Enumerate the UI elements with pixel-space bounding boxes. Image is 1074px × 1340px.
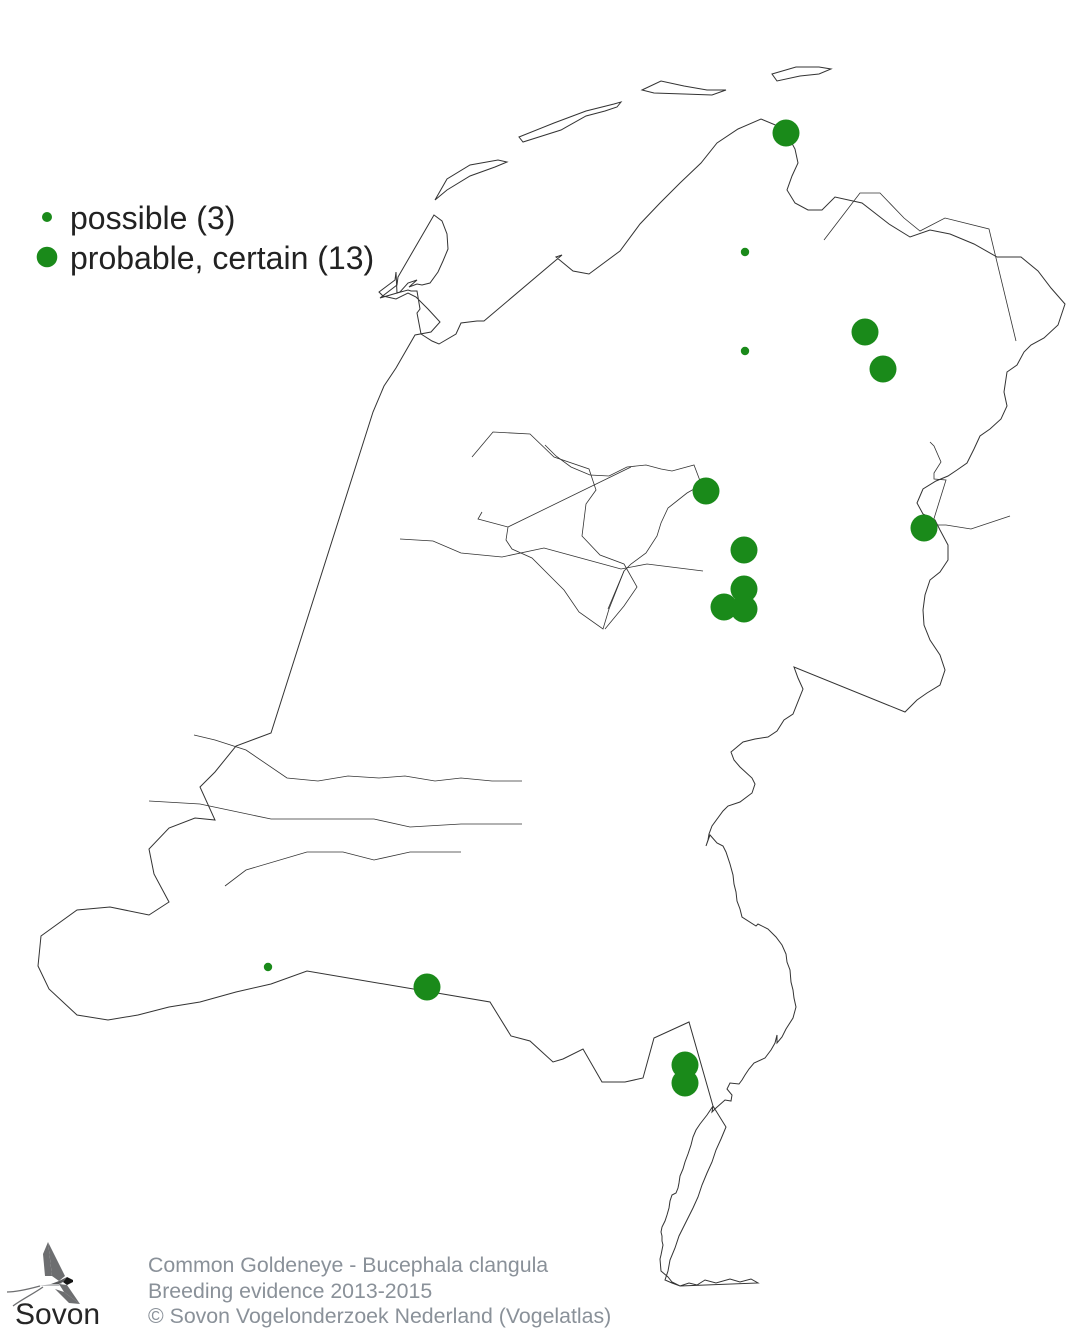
svg-text:Sovon: Sovon	[15, 1298, 100, 1328]
